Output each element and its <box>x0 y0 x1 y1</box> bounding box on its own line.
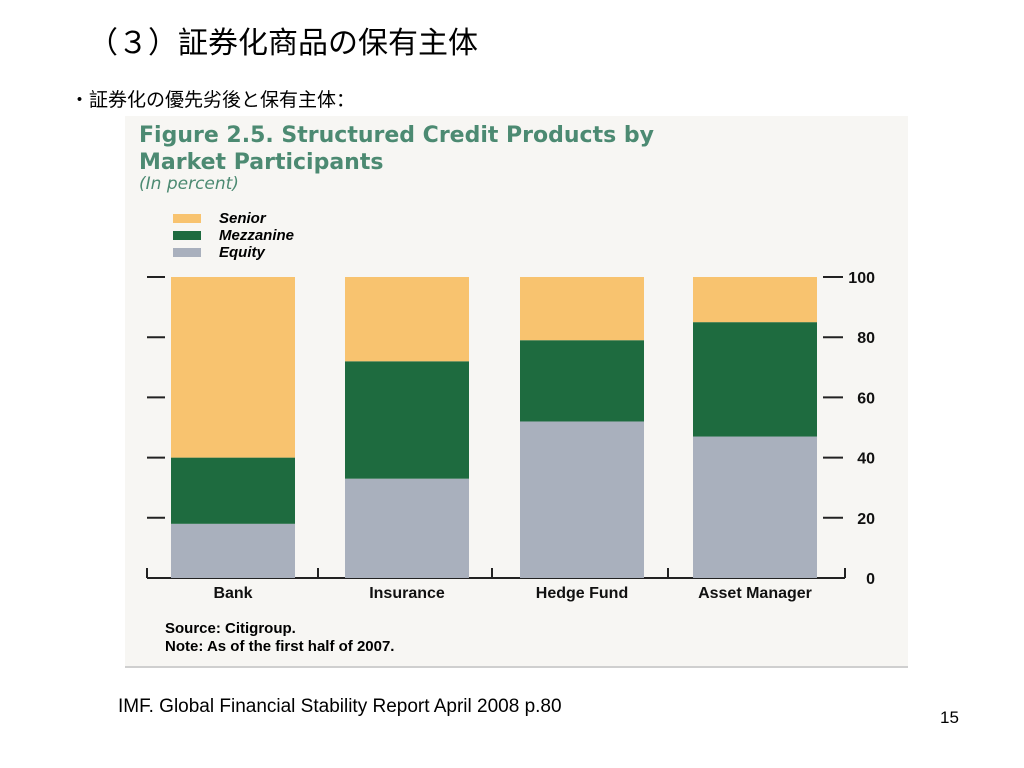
legend-swatch-mezzanine <box>173 231 201 240</box>
x-category-label-asset-manager: Asset Manager <box>698 585 812 602</box>
stacked-bar-chart: 0 20 40 60 80 100 Bank Insurance Hedge Fund Asset… <box>146 270 875 602</box>
source-note: Source: Citigroup. <box>165 620 296 637</box>
y-tick-label-0: 0 <box>866 571 875 588</box>
y-tick-label-40: 40 <box>857 451 875 468</box>
figure-title-line1: Figure 2.5. Structured Credit Products b… <box>139 123 654 148</box>
legend-label-mezzanine: Mezzanine <box>219 227 295 244</box>
y-tick-label-60: 60 <box>857 390 875 407</box>
page-number: 15 <box>940 708 959 727</box>
figure-title: Figure 2.5. Structured Credit Products b… <box>139 122 654 176</box>
x-category-label-hedge-fund: Hedge Fund <box>536 585 628 602</box>
bar-asset-manager-senior <box>693 277 817 323</box>
figure-title-line2: Market Participants <box>139 150 384 175</box>
bar-bank-senior <box>171 277 295 458</box>
figure-footnote: Source: Citigroup. Note: As of the first… <box>165 620 394 656</box>
chart-legend: Senior Mezzanine Equity <box>173 210 294 261</box>
bullet-text: ・証券化の優先劣後と保有主体： <box>70 89 356 111</box>
legend-label-senior: Senior <box>219 210 266 227</box>
bar-bank-mezzanine <box>171 457 295 524</box>
x-category-label-insurance: Insurance <box>369 585 445 602</box>
bar-insurance-senior <box>345 277 469 362</box>
citation-text: IMF. Global Financial Stability Report A… <box>118 696 562 717</box>
figure-panel: Figure 2.5. Structured Credit Products b… <box>125 116 908 668</box>
legend-label-equity: Equity <box>219 244 265 261</box>
bar-insurance-equity <box>345 478 469 578</box>
date-note: Note: As of the first half of 2007. <box>165 638 395 655</box>
legend-swatch-equity <box>173 248 201 257</box>
bar-bank-equity <box>171 523 295 578</box>
bar-insurance-mezzanine <box>345 361 469 479</box>
slide-title: （３）証券化商品の保有主体 <box>88 26 478 61</box>
legend-item-mezzanine: Mezzanine <box>173 227 294 244</box>
bar-hedge-fund-mezzanine <box>520 340 644 422</box>
y-tick-label-20: 20 <box>857 511 875 528</box>
bar-hedge-fund-equity <box>520 421 644 578</box>
y-tick-label-80: 80 <box>857 330 875 347</box>
x-category-label-bank: Bank <box>213 585 252 602</box>
y-tick-label-100: 100 <box>848 270 875 287</box>
bar-asset-manager-mezzanine <box>693 322 817 437</box>
legend-swatch-senior <box>173 214 201 223</box>
legend-item-senior: Senior <box>173 210 294 227</box>
legend-item-equity: Equity <box>173 244 294 261</box>
bar-asset-manager-equity <box>693 436 817 578</box>
bar-hedge-fund-senior <box>520 277 644 341</box>
figure-subtitle: (In percent) <box>139 174 239 194</box>
